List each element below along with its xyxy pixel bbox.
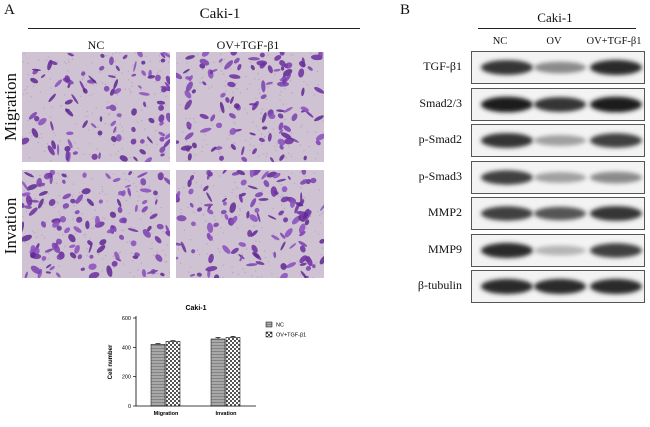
y-tick-label: 0 bbox=[128, 404, 131, 410]
blot-band bbox=[590, 96, 642, 112]
band-label: MMP9 bbox=[427, 241, 462, 256]
blot-band bbox=[534, 206, 586, 221]
panel-b-title: Caki-1 bbox=[537, 10, 573, 25]
blot-band bbox=[481, 242, 533, 258]
cell-number-bar-chart: Caki-1 0 200 400 600 Cell number Migration Inva… bbox=[108, 305, 306, 417]
x-tick-label: Invation bbox=[215, 411, 237, 417]
legend-swatch bbox=[265, 321, 273, 328]
micrograph-migration-ov-tgf-svg bbox=[176, 52, 324, 162]
blot-band bbox=[481, 60, 533, 75]
bar-OV+TGF-β1-Migration bbox=[165, 341, 181, 407]
blot-band bbox=[481, 206, 533, 221]
panel-a-col-nc: NC bbox=[87, 38, 105, 52]
micrograph-invation-nc-svg bbox=[22, 170, 170, 278]
blot-band bbox=[534, 96, 586, 112]
panel-a-row-migration: Migration bbox=[1, 73, 20, 141]
blot-strip bbox=[471, 233, 645, 267]
x-tick-label: Migration bbox=[154, 411, 179, 417]
blot-strip bbox=[471, 160, 645, 194]
legend-label: OV+TGF-β1 bbox=[276, 333, 306, 339]
y-tick-label: 200 bbox=[122, 375, 131, 381]
micrograph-migration-ov-tgf bbox=[176, 52, 324, 162]
bar-OV+TGF-β1-Invation bbox=[225, 337, 241, 407]
y-axis-label: Cell number bbox=[108, 344, 114, 379]
lane-label-ov-tgf: OV+TGF-β1 bbox=[586, 36, 642, 47]
blot-strip bbox=[471, 197, 645, 230]
band-label: p-Smad3 bbox=[418, 168, 462, 183]
band-label: TGF-β1 bbox=[423, 59, 462, 73]
lane-label-nc: NC bbox=[492, 36, 508, 47]
blot-band bbox=[481, 96, 533, 112]
panel-a-title-underline bbox=[28, 28, 360, 29]
blot-strip bbox=[471, 87, 645, 121]
micrograph-invation-nc bbox=[22, 170, 170, 278]
legend-label: NC bbox=[276, 323, 284, 329]
blot-band bbox=[481, 169, 533, 185]
blot-strip bbox=[471, 124, 645, 157]
panel-a-col-ov-tgf: OV+TGF-β1 bbox=[216, 38, 280, 52]
band-label: p-Smad2 bbox=[418, 132, 462, 146]
blot-strip-svg bbox=[481, 59, 642, 76]
legend-swatch bbox=[265, 331, 273, 338]
blot-strip-svg bbox=[481, 242, 642, 258]
lane-label-ov: OV bbox=[546, 36, 562, 47]
blot-band bbox=[590, 133, 642, 148]
blot-strip-svg bbox=[481, 278, 642, 295]
band-label: Smad2/3 bbox=[419, 95, 462, 110]
blot-band bbox=[534, 171, 586, 183]
blot-band bbox=[590, 206, 642, 221]
blot-strip-svg bbox=[481, 206, 642, 221]
y-tick-label: 600 bbox=[122, 316, 131, 322]
band-label: MMP2 bbox=[427, 205, 462, 219]
panel-a-letter: A bbox=[4, 2, 15, 18]
blot-band bbox=[481, 278, 533, 295]
blot-band bbox=[534, 245, 586, 255]
micrograph-invation-ov-tgf-svg bbox=[176, 170, 324, 278]
blot-band bbox=[590, 278, 642, 295]
blot-strip-svg bbox=[481, 169, 642, 185]
blot-strip-svg bbox=[481, 133, 642, 148]
y-tick-label: 400 bbox=[122, 345, 131, 351]
blot-band bbox=[481, 133, 533, 148]
micrograph-migration-nc bbox=[22, 52, 170, 162]
blot-band bbox=[590, 59, 642, 76]
panel-b-letter: B bbox=[400, 2, 411, 18]
blot-band bbox=[590, 171, 642, 183]
panel-a-title: Caki-1 bbox=[199, 6, 241, 22]
blot-band bbox=[534, 278, 586, 295]
micrograph-migration-nc-svg bbox=[22, 52, 170, 162]
blot-strip bbox=[471, 270, 645, 303]
micrograph-invation-ov-tgf bbox=[176, 170, 324, 278]
band-label: β-tubulin bbox=[417, 278, 462, 292]
panel-b-title-underline bbox=[478, 28, 636, 29]
blot-strip bbox=[471, 51, 645, 84]
panel-a-row-invation: Invation bbox=[1, 197, 20, 255]
bar-NC-Migration bbox=[150, 344, 166, 407]
blot-band bbox=[534, 61, 586, 74]
chart-title: Caki-1 bbox=[185, 305, 206, 312]
bar-NC-Invation bbox=[210, 338, 226, 407]
blot-band bbox=[534, 135, 586, 146]
blot-strip-svg bbox=[481, 96, 642, 112]
blot-band bbox=[590, 242, 642, 258]
